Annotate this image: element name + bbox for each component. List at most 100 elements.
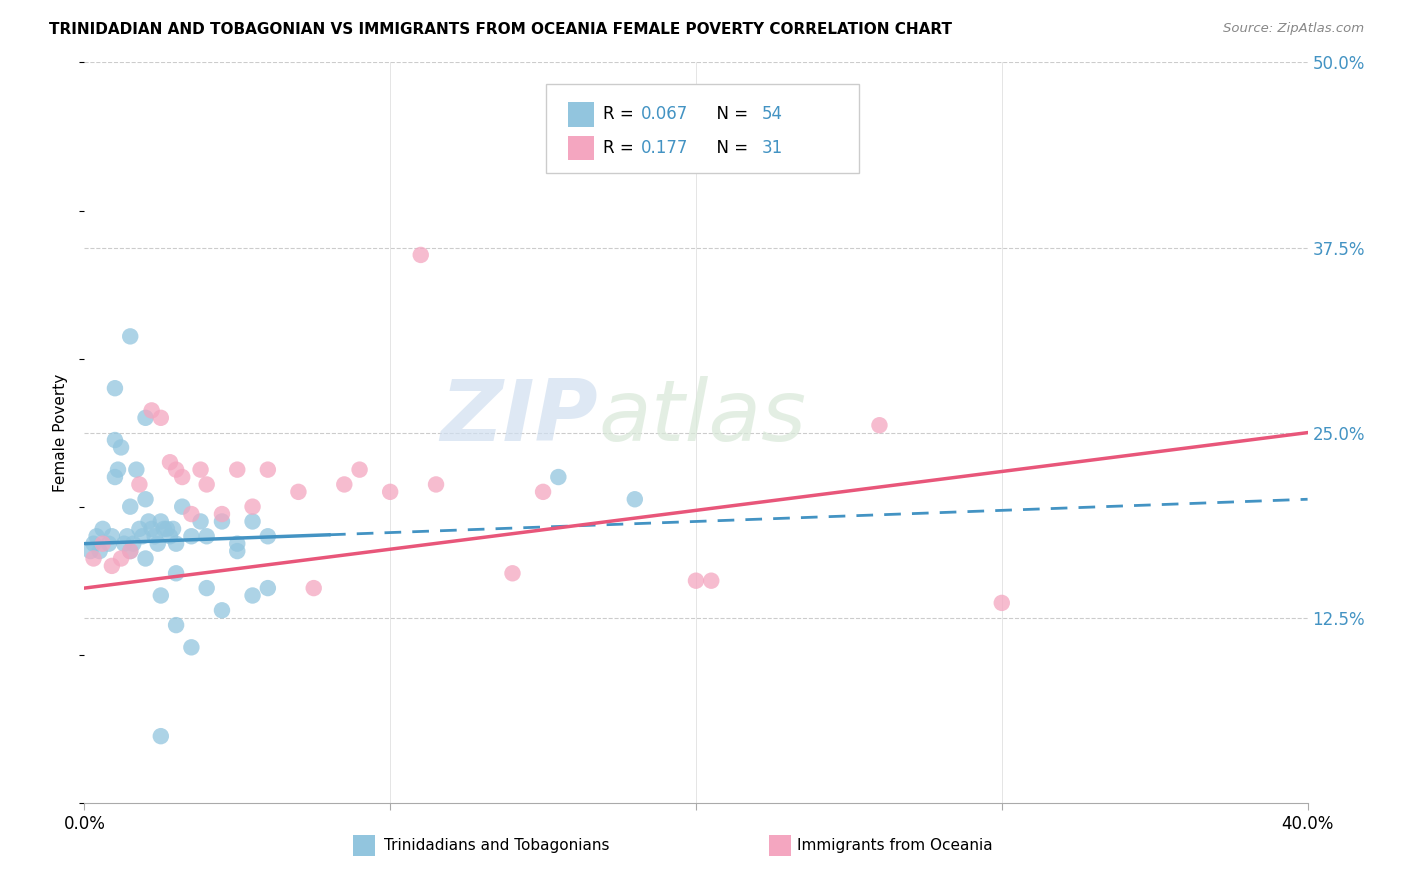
Point (180, 529, 202, 543)
Point (146, 536, 169, 550)
Point (149, 410, 172, 425)
Point (83, 551, 105, 566)
Point (107, 462, 129, 476)
Point (211, 507, 233, 521)
Point (869, 418, 891, 433)
Point (257, 581, 280, 595)
FancyBboxPatch shape (568, 136, 595, 161)
Point (104, 470, 127, 484)
Point (120, 329, 142, 343)
Point (135, 492, 157, 507)
Point (165, 566, 187, 581)
Text: 0.177: 0.177 (641, 139, 689, 157)
Point (83, 536, 105, 550)
Text: atlas: atlas (598, 376, 806, 459)
Text: ZIP: ZIP (440, 376, 598, 459)
Point (190, 515, 212, 529)
Point (135, 410, 157, 425)
Point (159, 455, 181, 469)
Point (685, 574, 707, 588)
Point (138, 515, 160, 529)
Text: TRINIDADIAN AND TOBAGONIAN VS IMMIGRANTS FROM OCEANIA FEMALE POVERTY CORRELATION: TRINIDADIAN AND TOBAGONIAN VS IMMIGRANTS… (49, 22, 952, 37)
Point (162, 522, 184, 536)
Point (257, 529, 280, 543)
Point (349, 462, 371, 476)
Text: 54: 54 (762, 105, 783, 123)
Point (89, 544, 111, 558)
Point (180, 507, 202, 521)
Point (226, 536, 249, 550)
Point (115, 529, 138, 543)
Point (122, 536, 145, 550)
Point (101, 529, 124, 543)
Point (195, 529, 218, 543)
Point (110, 441, 132, 455)
FancyBboxPatch shape (353, 836, 375, 856)
Point (125, 462, 148, 476)
Point (120, 544, 142, 558)
Point (409, 248, 432, 262)
Point (242, 515, 264, 529)
Point (165, 462, 187, 476)
Point (159, 529, 181, 543)
Point (91, 522, 114, 536)
Point (141, 403, 163, 417)
Point (149, 589, 172, 603)
Point (104, 381, 127, 395)
Point (172, 500, 194, 514)
Point (257, 462, 280, 476)
Point (700, 574, 723, 588)
Point (991, 596, 1014, 610)
Point (165, 618, 187, 632)
Point (425, 477, 447, 491)
Point (211, 515, 233, 529)
FancyBboxPatch shape (546, 84, 859, 173)
Point (547, 470, 569, 484)
Point (531, 484, 554, 499)
Y-axis label: Female Poverty: Female Poverty (53, 374, 69, 491)
Point (502, 566, 524, 581)
Point (110, 551, 132, 566)
Text: N =: N = (706, 105, 754, 123)
Point (624, 492, 647, 507)
Point (131, 529, 153, 543)
Point (153, 522, 176, 536)
Text: Immigrants from Oceania: Immigrants from Oceania (797, 838, 993, 854)
Text: Trinidadians and Tobagonians: Trinidadians and Tobagonians (384, 838, 610, 854)
Point (165, 536, 187, 550)
Point (128, 477, 150, 491)
Point (135, 551, 157, 566)
Point (97, 536, 120, 550)
Point (79, 544, 101, 558)
Point (141, 522, 163, 536)
Point (143, 529, 166, 543)
Point (156, 522, 179, 536)
Text: 0.067: 0.067 (641, 105, 688, 123)
Point (128, 522, 150, 536)
Point (172, 470, 194, 484)
Point (149, 729, 172, 743)
Point (333, 477, 356, 491)
Point (195, 581, 218, 595)
Point (101, 558, 124, 573)
Point (104, 433, 127, 447)
Point (195, 477, 218, 491)
Point (149, 515, 172, 529)
Point (380, 484, 402, 499)
Point (120, 544, 142, 558)
FancyBboxPatch shape (769, 836, 792, 856)
Point (302, 581, 325, 595)
Point (91, 536, 114, 550)
Point (242, 500, 264, 514)
Text: Source: ZipAtlas.com: Source: ZipAtlas.com (1223, 22, 1364, 36)
Point (226, 462, 249, 476)
Point (190, 462, 212, 476)
Point (120, 500, 142, 514)
Point (287, 484, 309, 499)
Point (112, 536, 135, 550)
Text: 31: 31 (762, 139, 783, 157)
Point (226, 544, 249, 558)
Text: R =: R = (603, 139, 638, 157)
Point (86, 529, 108, 543)
Text: R =: R = (603, 105, 638, 123)
